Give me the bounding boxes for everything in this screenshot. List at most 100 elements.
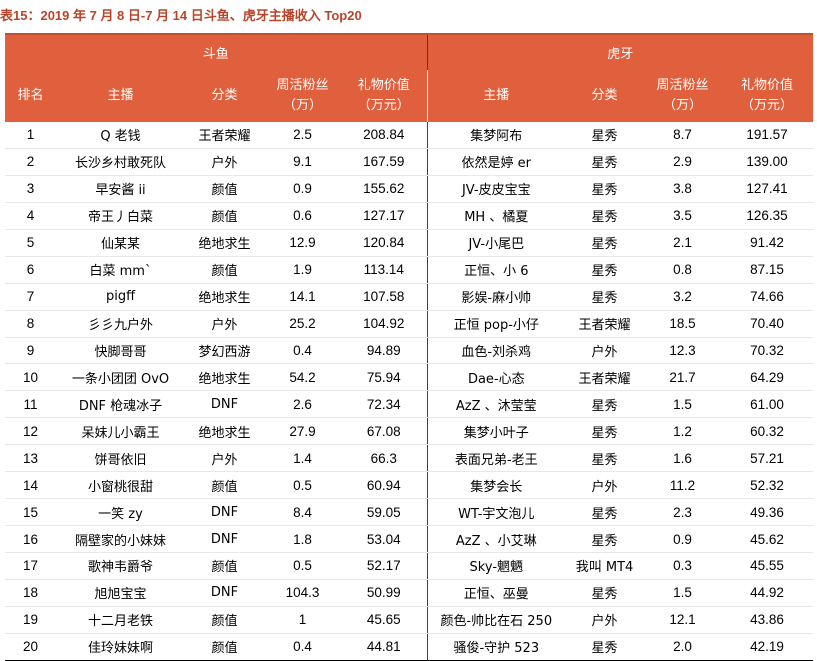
huya-gift-cell: 139.00 (721, 148, 814, 176)
rank-cell: 20 (5, 633, 56, 661)
douyu-fans-cell: 27.9 (264, 417, 341, 446)
douyu-fans-cell: 1 (264, 606, 341, 634)
douyu-fans-cell: 0.4 (264, 337, 341, 365)
table-row: 13 饼哥依旧 户外 1.4 66.3 表面兄弟-老王 星秀 1.6 57.21 (5, 444, 814, 473)
huya-gift-cell: 64.29 (721, 363, 814, 392)
rank-cell: 14 (5, 471, 56, 500)
douyu-streamer-cell: pigff (56, 283, 185, 311)
douyu-streamer-cell: 佳玲妹妹啊 (56, 633, 185, 661)
douyu-streamer-cell: Q 老钱 (56, 122, 185, 149)
douyu-category-cell: DNF (185, 498, 264, 527)
huya-fans-cell: 1.2 (644, 417, 722, 446)
rank-cell: 19 (5, 606, 56, 634)
douyu-gift-cell: 72.34 (341, 390, 428, 419)
douyu-fans-cell: 54.2 (264, 363, 341, 392)
douyu-category-cell: 户外 (185, 148, 264, 176)
huya-category-cell: 户外 (565, 606, 645, 634)
huya-gift-cell: 42.19 (721, 633, 814, 661)
douyu-streamer-cell: 快脚哥哥 (56, 337, 185, 365)
huya-category-cell: 星秀 (565, 579, 645, 607)
douyu-fans-cell: 2.6 (264, 390, 341, 419)
douyu-fans-cell: 1.8 (264, 525, 341, 553)
huya-streamer-cell: Dae-心态 (426, 363, 566, 392)
douyu-fans-cell: 0.4 (264, 633, 341, 661)
douyu-streamer-header: 主播 (56, 70, 185, 122)
huya-fans-cell: 1.5 (644, 390, 722, 419)
huya-fans-cell: 11.2 (644, 471, 722, 500)
huya-gift-cell: 87.15 (721, 256, 814, 284)
huya-category-header: 分类 (565, 70, 645, 122)
huya-gift-cell: 74.66 (721, 283, 814, 311)
douyu-fans-cell: 1.4 (264, 444, 341, 473)
caption-divider (5, 33, 813, 35)
huya-streamer-cell: 正恒、小 6 (426, 256, 566, 284)
table-row: 18 旭旭宝宝 DNF 104.3 50.99 正恒、巫曼 星秀 1.5 44.92 (5, 579, 814, 607)
huya-category-cell: 星秀 (565, 283, 645, 311)
douyu-category-cell: 颜值 (185, 552, 264, 580)
table-row: 15 一笑 zy DNF 8.4 59.05 WT-宇文泡儿 星秀 2.3 49.36 (5, 498, 814, 527)
douyu-gift-cell: 66.3 (341, 444, 428, 473)
douyu-category-cell: DNF (185, 390, 264, 419)
huya-header: 虎牙 (426, 35, 814, 70)
huya-gift-cell: 49.36 (721, 498, 814, 527)
huya-gift-cell: 57.21 (721, 444, 814, 473)
douyu-fans-cell: 1.9 (264, 256, 341, 284)
table-row: 5 仙某某 绝地求生 12.9 120.84 JV-小尾巴 星秀 2.1 91.42 (5, 229, 814, 257)
douyu-gift-cell: 113.14 (341, 256, 428, 284)
douyu-gift-cell: 60.94 (341, 471, 428, 500)
huya-fans-cell: 1.5 (644, 579, 722, 607)
huya-fans-cell: 0.3 (644, 552, 722, 580)
douyu-streamer-cell: 呆妹儿小霸王 (56, 417, 185, 446)
huya-streamer-cell: AzZ 、小艾琳 (426, 525, 566, 553)
douyu-category-cell: 王者荣耀 (185, 122, 264, 149)
huya-fans-cell: 8.7 (644, 122, 722, 149)
table-row: 10 一条小团团 OvO 绝地求生 54.2 75.94 Dae-心态 王者荣耀 21.7 64… (5, 363, 814, 392)
rank-cell: 5 (5, 229, 56, 257)
douyu-streamer-cell: 隔壁家的小妹妹 (56, 525, 185, 553)
douyu-fans-cell: 0.5 (264, 552, 341, 580)
douyu-gift-cell: 67.08 (341, 417, 428, 446)
huya-gift-cell: 191.57 (721, 122, 814, 149)
douyu-streamer-cell: 旭旭宝宝 (56, 579, 185, 607)
huya-streamer-cell: 集梦阿布 (426, 122, 566, 149)
douyu-category-cell: 颜值 (185, 471, 264, 500)
huya-category-cell: 星秀 (565, 417, 645, 446)
huya-streamer-cell: 颜色-帅比在石 250 (426, 606, 566, 634)
douyu-gift-cell: 50.99 (341, 579, 428, 607)
table-row: 4 帝王丿白菜 颜值 0.6 127.17 MH 、橘夏 星秀 3.5 126.35 (5, 202, 814, 230)
table-row: 2 长沙乡村敢死队 户外 9.1 167.59 依然是婷 er 星秀 2.9 139.00 (5, 148, 814, 176)
huya-streamer-cell: 血色-刘杀鸡 (426, 337, 566, 365)
huya-streamer-cell: 依然是婷 er (426, 148, 566, 176)
douyu-category-cell: 户外 (185, 310, 264, 338)
table-row: 14 小窗桃很甜 颜值 0.5 60.94 集梦会长 户外 11.2 52.32 (5, 471, 814, 500)
douyu-streamer-cell: 帝王丿白菜 (56, 202, 185, 230)
douyu-fans-cell: 25.2 (264, 310, 341, 338)
huya-category-cell: 星秀 (565, 148, 645, 176)
rank-cell: 3 (5, 175, 56, 203)
douyu-category-cell: 绝地求生 (185, 363, 264, 392)
huya-streamer-header: 主播 (426, 70, 566, 122)
douyu-category-cell: 颜值 (185, 633, 264, 661)
table-row: 16 隔壁家的小妹妹 DNF 1.8 53.04 AzZ 、小艾琳 星秀 0.9 45.62 (5, 525, 814, 553)
huya-gift-cell: 45.55 (721, 552, 814, 580)
rank-cell: 17 (5, 552, 56, 580)
huya-category-cell: 户外 (565, 337, 645, 365)
douyu-streamer-cell: 饼哥依旧 (56, 444, 185, 473)
table-row: 11 DNF 枪魂冰子 DNF 2.6 72.34 AzZ 、沐莹莹 星秀 1.5 61.00 (5, 390, 814, 419)
table-row: 7 pigff 绝地求生 14.1 107.58 影娱-麻小帅 星秀 3.2 74.66 (5, 283, 814, 311)
douyu-category-cell: DNF (185, 525, 264, 553)
huya-fans-cell: 12.1 (644, 606, 722, 634)
douyu-streamer-cell: DNF 枪魂冰子 (56, 390, 185, 419)
douyu-fans-cell: 8.4 (264, 498, 341, 527)
huya-fans-cell: 0.9 (644, 525, 722, 553)
douyu-category-cell: 梦幻西游 (185, 337, 264, 365)
streamer-income-table: 斗鱼 虎牙 排名 主播 分类 周活粉丝 （万） 礼物价值 （万元） 主播 分类 … (5, 35, 814, 661)
huya-gift-header: 礼物价值 （万元） (721, 70, 814, 122)
douyu-streamer-cell: 长沙乡村敢死队 (56, 148, 185, 176)
huya-streamer-cell: 影娱-麻小帅 (426, 283, 566, 311)
douyu-streamer-cell: 十二月老铁 (56, 606, 185, 634)
platform-header-row: 斗鱼 虎牙 (5, 35, 814, 70)
douyu-streamer-cell: 彡彡九户外 (56, 310, 185, 338)
douyu-gift-cell: 167.59 (341, 148, 428, 176)
